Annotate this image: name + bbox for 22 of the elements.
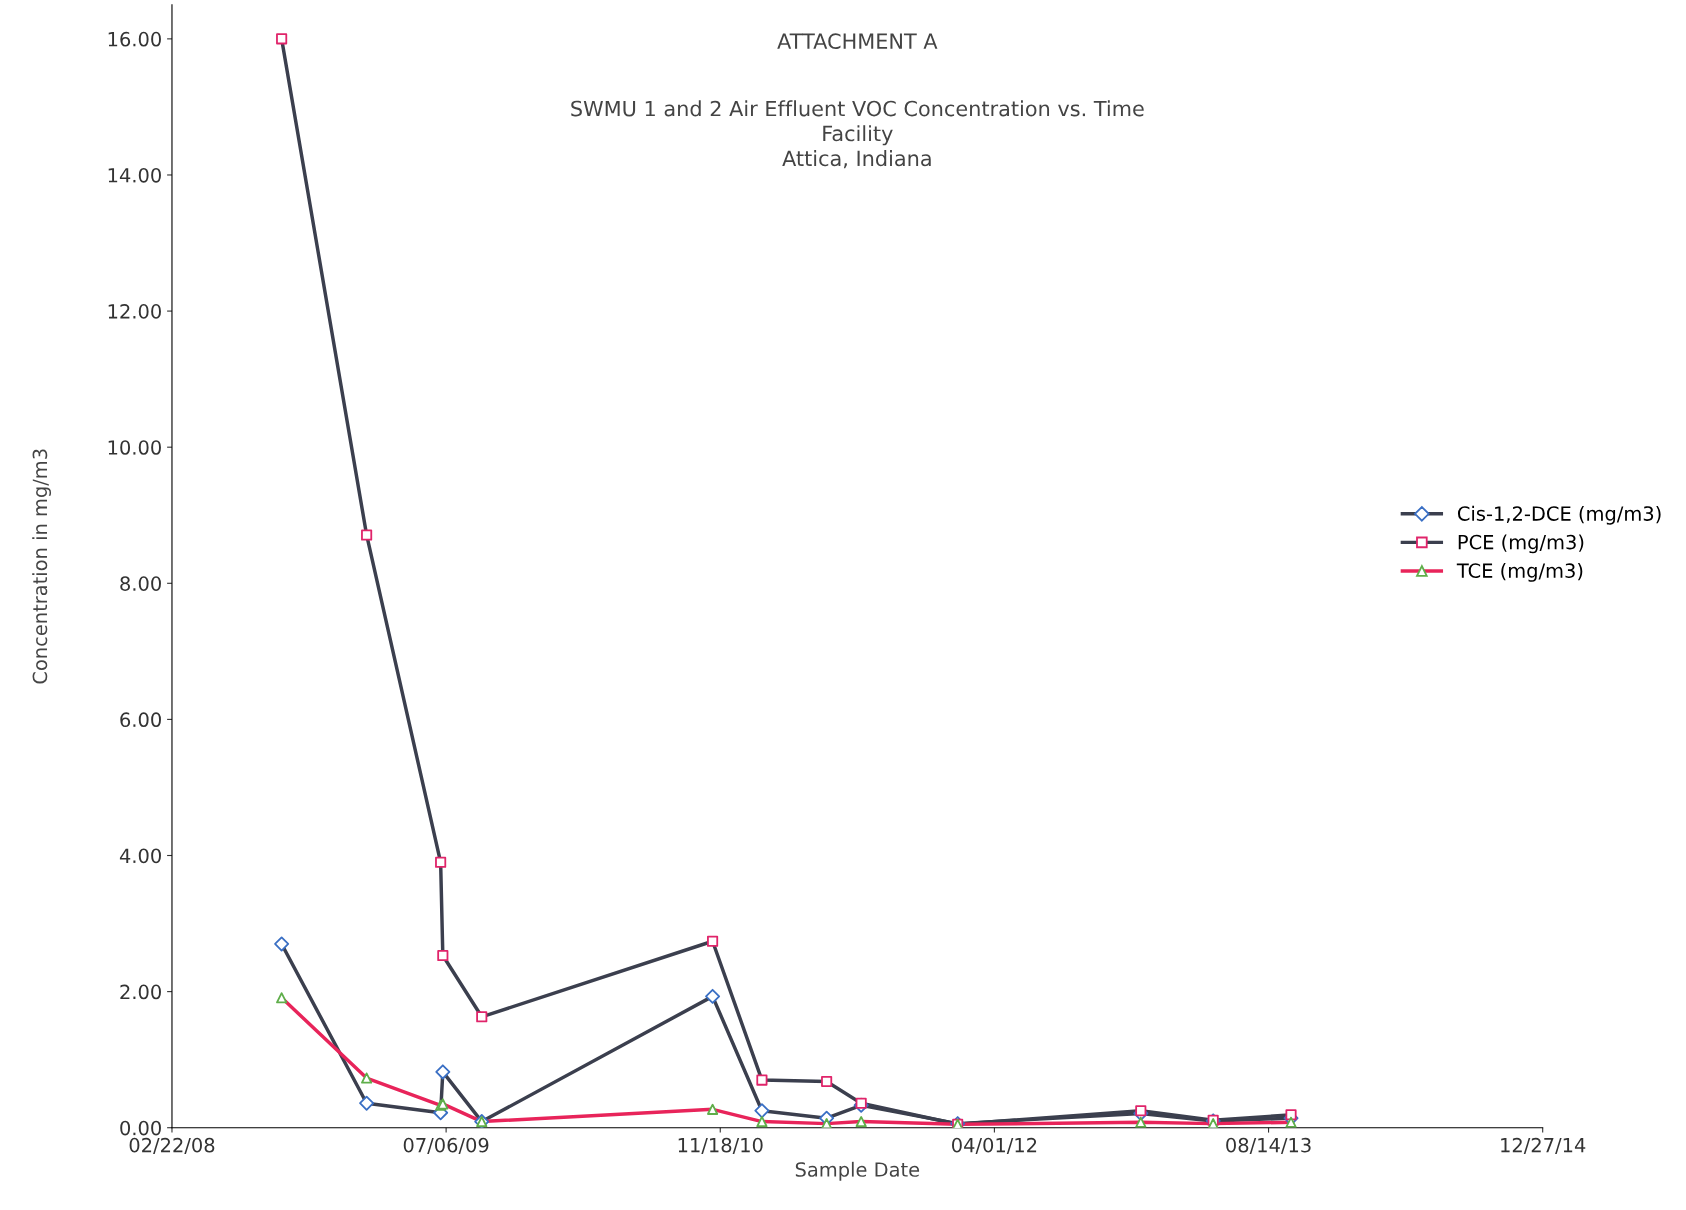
x-tick-label: 11/18/10 <box>678 1137 763 1155</box>
y-tick-label: 12.00 <box>108 304 161 319</box>
y-tick-label: 8.00 <box>120 576 161 591</box>
x-tick-label: 02/22/08 <box>129 1137 215 1155</box>
legend-label: Cis-1,2-DCE (mg/m3) <box>1457 505 1661 525</box>
y-tick-label: 0.00 <box>120 1120 161 1136</box>
y-tick-label: 4.00 <box>119 848 161 864</box>
legend-label: PCE (mg/m3) <box>1458 534 1584 554</box>
text: ATTACHMENT A <box>777 33 938 50</box>
legend-label: TCE (mg/m3) <box>1456 562 1583 582</box>
x-tick-label: 12/27/14 <box>1501 1137 1586 1155</box>
x-axis-title: Sample Date <box>795 1161 920 1181</box>
y-tick-label: 2.00 <box>120 984 161 1000</box>
text: SWMU 1 and 2 Air Effluent VOC Concentration vs. Time Facility Attica, Indiana <box>571 100 1144 169</box>
x-tick-label: 04/01/12 <box>952 1137 1037 1155</box>
y-tick-label: 10.00 <box>108 440 161 455</box>
y-tick-label: 6.00 <box>120 712 161 728</box>
x-tick-label: 07/06/09 <box>403 1137 489 1155</box>
y-axis-title: Concentration in mg/m3 <box>32 449 52 684</box>
y-tick-label: 14.00 <box>108 167 161 183</box>
y-tick-label: 16.00 <box>108 31 161 47</box>
x-tick-label: 08/14/13 <box>1226 1137 1311 1155</box>
